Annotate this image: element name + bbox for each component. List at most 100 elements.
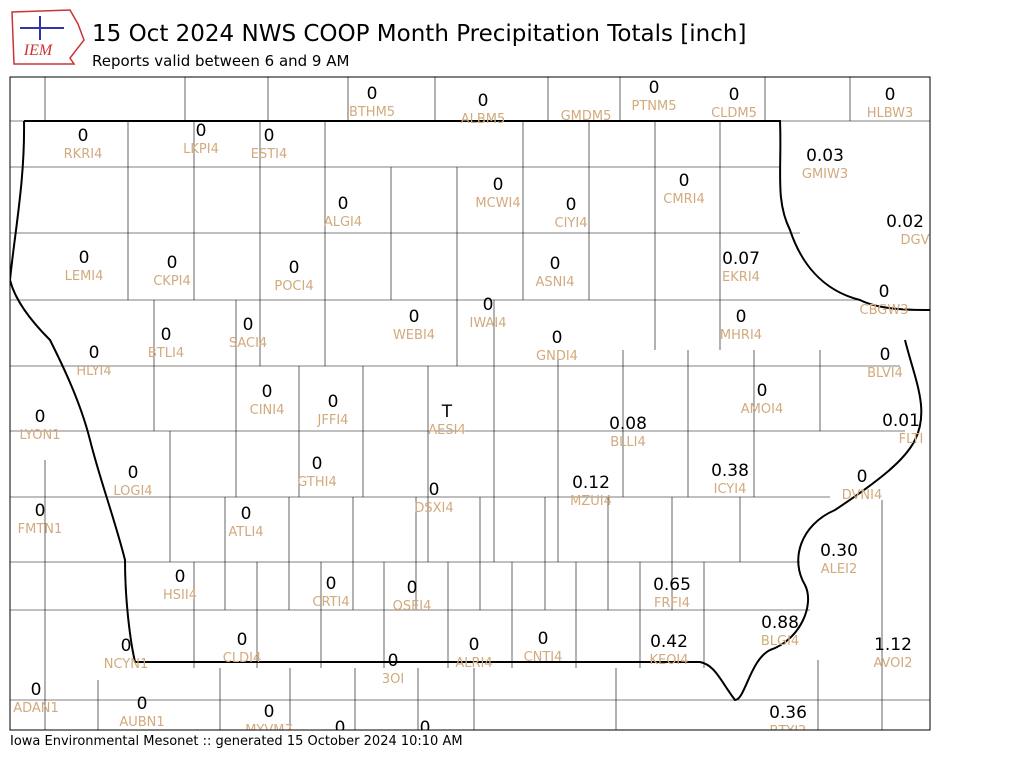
station-value: 0 (538, 629, 549, 649)
station-id: CIYI4 (555, 216, 588, 231)
station-id: AUBN1 (119, 715, 164, 730)
station-value: 0 (137, 694, 148, 714)
station-id: FRFI4 (654, 596, 690, 611)
station-id: BLLI4 (610, 435, 646, 450)
station-id: GMIW3 (802, 167, 848, 182)
station-value: 0 (409, 307, 420, 327)
station-id: GNDI4 (536, 349, 578, 364)
station-value: 0 (35, 407, 46, 427)
station-id: MYVM7 (245, 723, 293, 738)
station-id: GTHI4 (297, 475, 336, 490)
title: 15 Oct 2024 NWS COOP Month Precipitation… (92, 21, 746, 47)
station-value: 0 (328, 392, 339, 412)
logo-text: IEM (23, 42, 54, 59)
station-value: 0 (566, 195, 577, 215)
station-value: 0 (78, 126, 89, 146)
station-id: HLYI4 (76, 364, 111, 379)
station-id: ALEI2 (821, 562, 857, 577)
station-value: 0.65 (653, 575, 691, 595)
station-id: PTNM5 (632, 99, 677, 114)
station-id: RKRI4 (64, 147, 103, 162)
station-value: 0 (264, 702, 275, 722)
station-value: 0 (493, 175, 504, 195)
station-id: DSXI4 (414, 501, 453, 516)
station-value: 0 (736, 307, 747, 327)
station-value: 0 (289, 258, 300, 278)
station-value: 0 (757, 381, 768, 401)
station-value: T (441, 402, 453, 422)
station-id: BLVI4 (867, 366, 903, 381)
station-value: 0 (429, 480, 440, 500)
station-value: 0 (880, 345, 891, 365)
station-value: 0 (729, 85, 740, 105)
subtitle: Reports valid between 6 and 9 AM (92, 52, 349, 70)
station-value: 0 (35, 501, 46, 521)
station-id: BTLI4 (148, 346, 184, 361)
station-id: LYON1 (20, 428, 61, 443)
station-id: AVOI2 (873, 656, 912, 671)
station-id: HSII4 (163, 588, 197, 603)
station-value: 0.38 (711, 461, 749, 481)
station-id: 3OI (382, 672, 404, 687)
station-value: 0.36 (769, 703, 807, 723)
station-value: 0 (312, 454, 323, 474)
station-id: JFFI4 (317, 413, 349, 428)
station-id: LOGI4 (113, 484, 152, 499)
station-id: ALRI4 (455, 656, 492, 671)
station-id: ICYI4 (714, 482, 747, 497)
station-value: 0.08 (609, 414, 647, 434)
station-value: 0 (241, 504, 252, 524)
logo: IEM (11, 9, 85, 65)
station-value: 0 (175, 567, 186, 587)
county-lines (10, 77, 930, 730)
station-id: ALBM5 (461, 112, 506, 127)
station-id: CLDM5 (711, 106, 757, 121)
station-value: 0.30 (820, 541, 858, 561)
station-value: 0 (338, 194, 349, 214)
station-id: BTHM5 (349, 105, 395, 120)
station-id: NCYN1 (104, 657, 149, 672)
station-value: 0.03 (806, 146, 844, 166)
station-value: 0 (167, 253, 178, 273)
station-id: ESTI4 (251, 147, 288, 162)
station-value: 0 (483, 295, 494, 315)
station-value: 0 (237, 630, 248, 650)
station-value: 0 (367, 84, 378, 104)
station-id: KEOI4 (649, 653, 688, 668)
station-id: SACI4 (229, 336, 267, 351)
station-id: FMTN1 (18, 522, 63, 537)
station-value: 0 (550, 254, 561, 274)
station-id: CKPI4 (153, 274, 191, 289)
station-value: 0 (264, 126, 275, 146)
station-id: CNTI4 (524, 650, 563, 665)
station-value: 0.42 (650, 632, 688, 652)
station-id: BTYI2 (770, 724, 807, 739)
station-id: WEBI4 (393, 328, 435, 343)
station-value: 0 (335, 718, 346, 738)
station-id: CBGW3 (860, 303, 909, 318)
station-value: 0 (326, 574, 337, 594)
station-id: FLTI (899, 432, 924, 447)
station-value: 0 (128, 463, 139, 483)
station-value: 0.88 (761, 613, 799, 633)
station-id: MCWI4 (475, 196, 520, 211)
station-id: ASNI4 (536, 275, 575, 290)
station-value: 0 (407, 578, 418, 598)
station-value: 0 (89, 343, 100, 363)
station-id: CLDI4 (223, 651, 261, 666)
station-value: 0.07 (722, 249, 760, 269)
station-value: 0 (879, 282, 890, 302)
station-id: MZUI4 (570, 494, 612, 509)
station-value: 1.12 (874, 635, 912, 655)
station-id: IWAI4 (470, 316, 507, 331)
station-id: AMOI4 (741, 402, 783, 417)
station-id: CRTI4 (312, 595, 349, 610)
station-id: ATLI4 (228, 525, 263, 540)
station-value: 0 (420, 718, 431, 738)
station-id: CMRI4 (663, 192, 704, 207)
station-value: 0 (552, 328, 563, 348)
station-value: 0 (885, 85, 896, 105)
station-value: 0 (478, 91, 489, 111)
